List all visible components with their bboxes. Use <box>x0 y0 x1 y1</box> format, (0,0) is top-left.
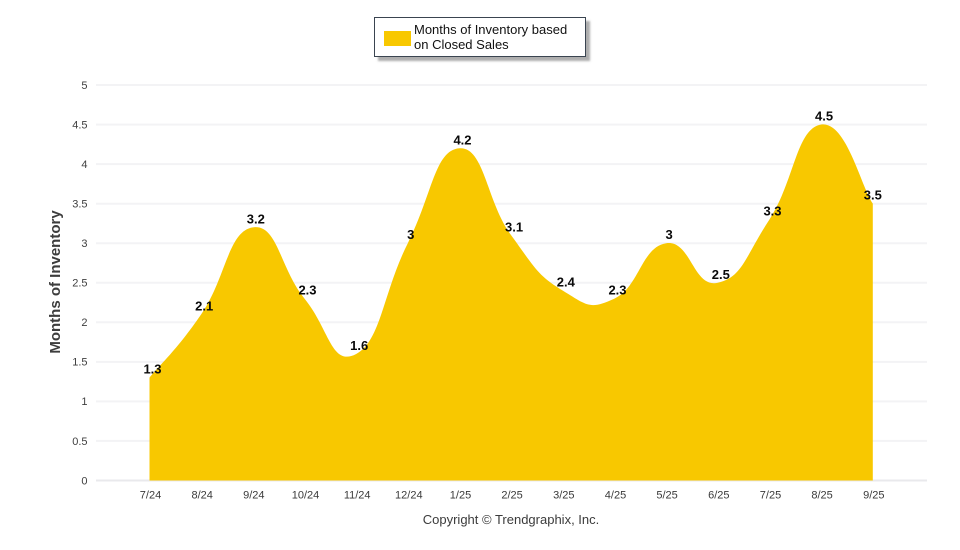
svg-text:6/25: 6/25 <box>708 490 729 502</box>
svg-text:1/25: 1/25 <box>450 490 471 502</box>
svg-text:5/25: 5/25 <box>656 490 677 502</box>
svg-text:2.4: 2.4 <box>557 275 576 290</box>
svg-text:2.3: 2.3 <box>608 283 626 298</box>
svg-text:5: 5 <box>81 80 87 92</box>
svg-text:3.3: 3.3 <box>763 204 781 219</box>
svg-text:0.5: 0.5 <box>72 436 87 448</box>
svg-text:2.5: 2.5 <box>712 267 730 282</box>
svg-text:8/25: 8/25 <box>811 490 832 502</box>
svg-text:2.1: 2.1 <box>195 298 213 313</box>
svg-text:3.5: 3.5 <box>864 188 882 203</box>
svg-text:9/25: 9/25 <box>863 490 884 502</box>
svg-text:3.1: 3.1 <box>505 219 523 234</box>
svg-text:1.3: 1.3 <box>143 362 161 377</box>
svg-text:4.5: 4.5 <box>815 109 833 124</box>
svg-text:Months of Inventory: Months of Inventory <box>47 210 64 354</box>
svg-text:1.5: 1.5 <box>72 357 87 369</box>
svg-text:3: 3 <box>407 227 414 242</box>
svg-text:2.3: 2.3 <box>298 283 316 298</box>
svg-text:2/25: 2/25 <box>501 490 522 502</box>
svg-text:4: 4 <box>81 159 87 171</box>
svg-text:3: 3 <box>665 227 672 242</box>
svg-text:3.2: 3.2 <box>247 211 265 226</box>
svg-text:1.6: 1.6 <box>350 338 368 353</box>
svg-text:3.5: 3.5 <box>72 199 87 211</box>
svg-text:12/24: 12/24 <box>395 490 423 502</box>
svg-text:0: 0 <box>81 475 87 487</box>
svg-text:1: 1 <box>81 396 87 408</box>
svg-text:4.2: 4.2 <box>453 132 471 147</box>
svg-text:3: 3 <box>81 238 87 250</box>
svg-text:4/25: 4/25 <box>605 490 626 502</box>
svg-text:8/24: 8/24 <box>191 490 212 502</box>
svg-text:3/25: 3/25 <box>553 490 574 502</box>
svg-text:7/25: 7/25 <box>760 490 781 502</box>
svg-text:2.5: 2.5 <box>72 278 87 290</box>
svg-text:11/24: 11/24 <box>344 490 371 502</box>
svg-text:9/24: 9/24 <box>243 490 264 502</box>
svg-text:10/24: 10/24 <box>292 490 320 502</box>
svg-text:2: 2 <box>81 317 87 329</box>
svg-text:4.5: 4.5 <box>72 119 87 131</box>
svg-text:7/24: 7/24 <box>140 490 161 502</box>
